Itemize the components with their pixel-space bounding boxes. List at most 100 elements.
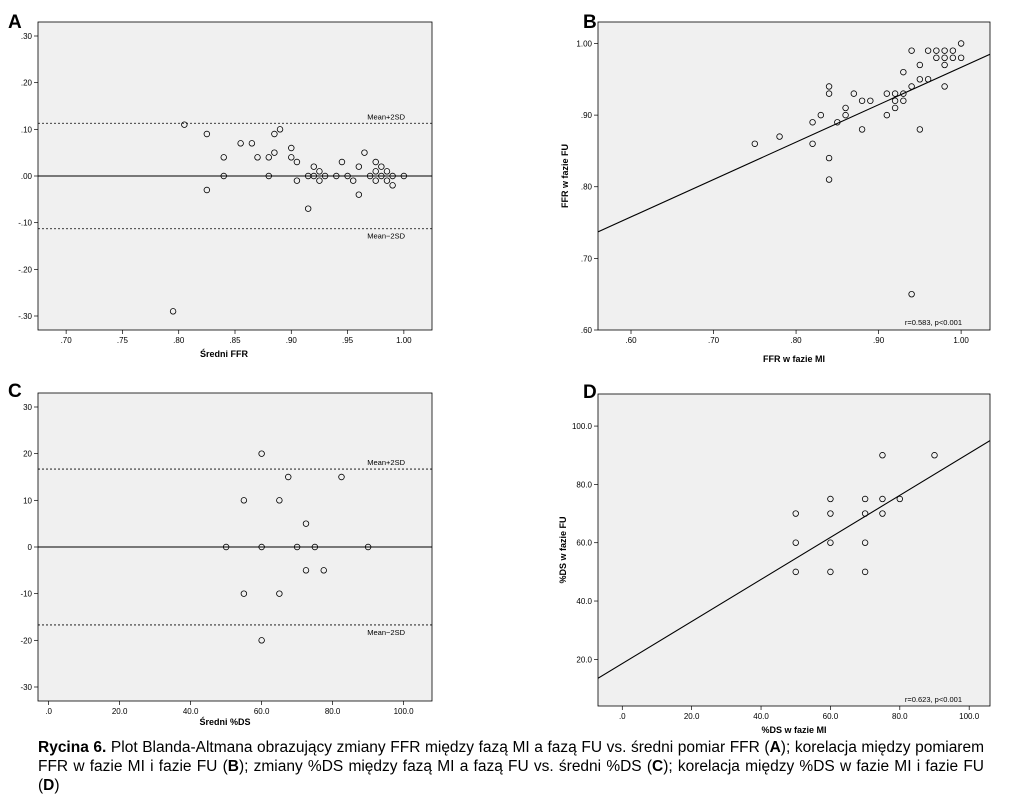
x-tick-label: 60.0 <box>254 707 270 716</box>
caption-segment: ); korelacja między pomiarem FFR w fazie… <box>38 739 985 775</box>
y-tick-label: -.10 <box>18 219 32 228</box>
data-point <box>883 90 891 97</box>
caption-segment: Plot Blanda-Altmana obrazujący zmiany FF… <box>106 739 770 756</box>
y-tick-label: -.30 <box>18 312 32 321</box>
data-point <box>240 497 248 504</box>
x-tick-label: .60 <box>625 336 637 345</box>
caption-text: Plot Blanda-Altmana obrazujący zmiany FF… <box>38 739 984 794</box>
data-point <box>924 47 932 54</box>
data-point <box>258 450 265 457</box>
data-point <box>333 172 340 180</box>
data-point <box>751 140 758 147</box>
plot-marks <box>598 40 990 298</box>
data-point <box>776 133 783 140</box>
data-point <box>792 539 799 546</box>
data-point <box>941 61 948 69</box>
data-point <box>792 568 799 576</box>
y-axis-label: FFR w fazie FU <box>560 144 570 208</box>
data-point <box>293 177 301 184</box>
x-tick-label: 60.0 <box>823 712 839 721</box>
data-point <box>827 539 834 546</box>
data-point <box>908 83 915 90</box>
data-point <box>827 510 834 517</box>
data-point <box>850 90 858 97</box>
y-tick-label: -20 <box>20 636 32 645</box>
data-point <box>310 163 317 170</box>
data-point <box>957 40 965 47</box>
data-point <box>383 168 391 175</box>
x-tick-label: .0 <box>619 712 626 721</box>
data-point <box>355 163 363 170</box>
data-point <box>879 495 886 503</box>
x-axis-label: Średni %DS <box>199 716 250 727</box>
data-point <box>858 97 866 104</box>
y-tick-label: 80.0 <box>576 480 592 489</box>
panel-letter: A <box>8 12 22 33</box>
correlation-annotation: r=0.623, p<0.001 <box>905 695 962 704</box>
data-point <box>825 154 833 162</box>
data-point <box>378 172 385 180</box>
data-point <box>366 172 374 180</box>
y-tick-label: -.20 <box>18 265 32 274</box>
data-point <box>834 119 841 126</box>
data-point <box>941 47 948 54</box>
x-axis-label: %DS w fazie MI <box>761 725 826 735</box>
data-point <box>827 495 834 503</box>
y-tick-label: .20 <box>21 79 33 88</box>
data-point <box>293 543 301 551</box>
caption-segment: ); zmiany %DS między fazą MI a fazą FU v… <box>238 758 653 775</box>
data-point <box>321 172 329 180</box>
panel-letter: B <box>583 12 597 33</box>
data-point <box>203 130 211 138</box>
caption-segment: ); korelacja między %DS w fazie MI i faz… <box>38 758 984 794</box>
data-point <box>941 54 948 62</box>
data-point <box>265 172 272 180</box>
y-tick-label: 100.0 <box>572 422 593 431</box>
x-tick-label: .90 <box>873 336 885 345</box>
data-point <box>258 543 265 551</box>
y-tick-label: 20 <box>23 450 32 459</box>
data-point <box>293 158 301 166</box>
data-point <box>181 121 188 128</box>
y-tick-label: -10 <box>20 590 32 599</box>
data-point <box>933 54 940 62</box>
data-point <box>222 543 230 551</box>
x-tick-label: .0 <box>45 707 52 716</box>
y-tick-label: 1.00 <box>576 39 592 48</box>
x-tick-label: .75 <box>117 336 129 345</box>
data-point <box>879 510 886 517</box>
data-point <box>900 68 907 76</box>
data-point <box>344 172 351 180</box>
data-point <box>924 76 932 83</box>
x-tick-label: .80 <box>791 336 803 345</box>
data-point <box>316 177 323 184</box>
data-point <box>825 90 833 97</box>
y-tick-label: 10 <box>23 496 32 505</box>
data-point <box>355 191 363 198</box>
data-point <box>908 290 915 298</box>
data-point <box>276 497 283 504</box>
y-tick-label: .90 <box>581 111 593 120</box>
data-point <box>861 568 869 576</box>
data-point <box>842 104 849 112</box>
data-point <box>288 144 295 152</box>
data-point <box>350 177 357 184</box>
data-point <box>203 186 211 194</box>
x-tick-label: 1.00 <box>396 336 412 345</box>
y-tick-label: 30 <box>23 403 32 412</box>
data-point <box>879 452 886 459</box>
data-point <box>896 495 904 503</box>
panel-c: C .0 20.0 40.0 60.0 80.0 100.0 30 20 10 0 -10 -20 -30… <box>8 381 433 727</box>
x-tick-label: .85 <box>229 336 241 345</box>
regression-line <box>598 53 990 233</box>
data-point <box>916 76 924 83</box>
data-point <box>908 47 915 54</box>
x-axis-label: FFR w fazie MI <box>763 354 825 364</box>
plot-area <box>597 393 991 707</box>
x-tick-label: 100.0 <box>394 707 415 716</box>
x-axis-label: Średni FFR <box>200 348 249 359</box>
y-tick-label: .70 <box>581 254 593 263</box>
data-point <box>861 510 869 517</box>
data-point <box>372 168 379 175</box>
y-axis-label: %DS w fazie FU <box>558 516 568 583</box>
